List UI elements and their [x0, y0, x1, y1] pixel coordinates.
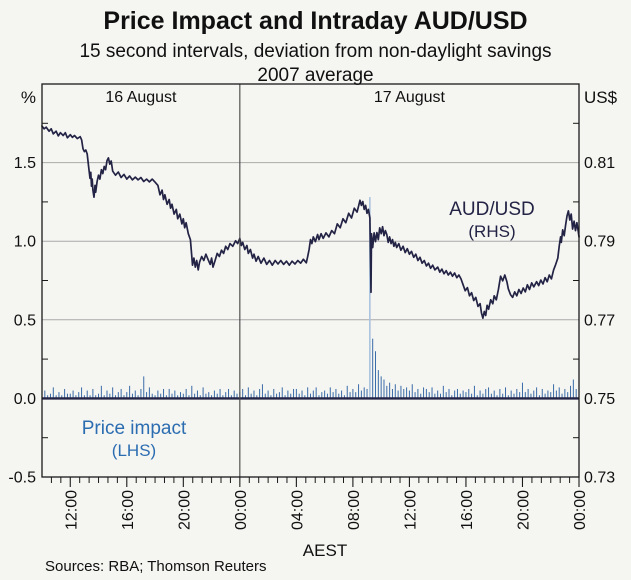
left-axis-value: 0.5 [14, 312, 36, 329]
right-axis-value: 0.73 [584, 470, 615, 487]
chart-subtitle-line1: 15 second intervals, deviation from non-… [79, 41, 552, 62]
x-tick-label: 16:00 [459, 490, 476, 530]
x-tick-label: 20:00 [515, 490, 532, 530]
right-axis-title: US$ [584, 88, 618, 107]
x-tick-label: 08:00 [346, 490, 363, 530]
aud-usd-series-label: AUD/USD [449, 199, 535, 220]
x-tick-label: 12:00 [63, 490, 80, 530]
left-axis-value: 0.0 [14, 391, 36, 408]
left-axis-value: 1.0 [14, 234, 36, 251]
chart-subtitle-line2: 2007 average [257, 65, 374, 86]
right-axis-value: 0.79 [584, 234, 615, 251]
aud-usd-line [41, 125, 580, 320]
left-axis-value: -0.5 [8, 470, 36, 487]
x-tick-label: 00:00 [233, 490, 250, 530]
sources-note: Sources: RBA; Thomson Reuters [45, 558, 267, 575]
x-tick-label: 20:00 [176, 490, 193, 530]
right-axis-value: 0.77 [584, 312, 615, 329]
day-label-17-august: 17 August [374, 89, 446, 106]
right-axis-value: 0.75 [584, 391, 615, 408]
x-tick-label: 00:00 [572, 490, 589, 530]
right-axis-value: 0.81 [584, 155, 615, 172]
x-tick-label: 16:00 [120, 490, 137, 530]
x-tick-label: 04:00 [289, 490, 306, 530]
aud-usd-axis-hint: (RHS) [468, 222, 515, 241]
left-axis-value: 1.5 [14, 155, 36, 172]
x-tick-label: 12:00 [402, 490, 419, 530]
price-impact-axis-hint: (LHS) [112, 441, 156, 460]
price-impact-series-label: Price impact [82, 418, 187, 439]
chart-title: Price Impact and Intraday AUD/USD [103, 7, 528, 35]
x-axis-title: AEST [303, 541, 347, 560]
day-label-16-august: 16 August [105, 89, 177, 106]
chart-subtitle: 15 second intervals, deviation from non-… [0, 40, 631, 88]
left-axis-title: % [21, 88, 36, 107]
